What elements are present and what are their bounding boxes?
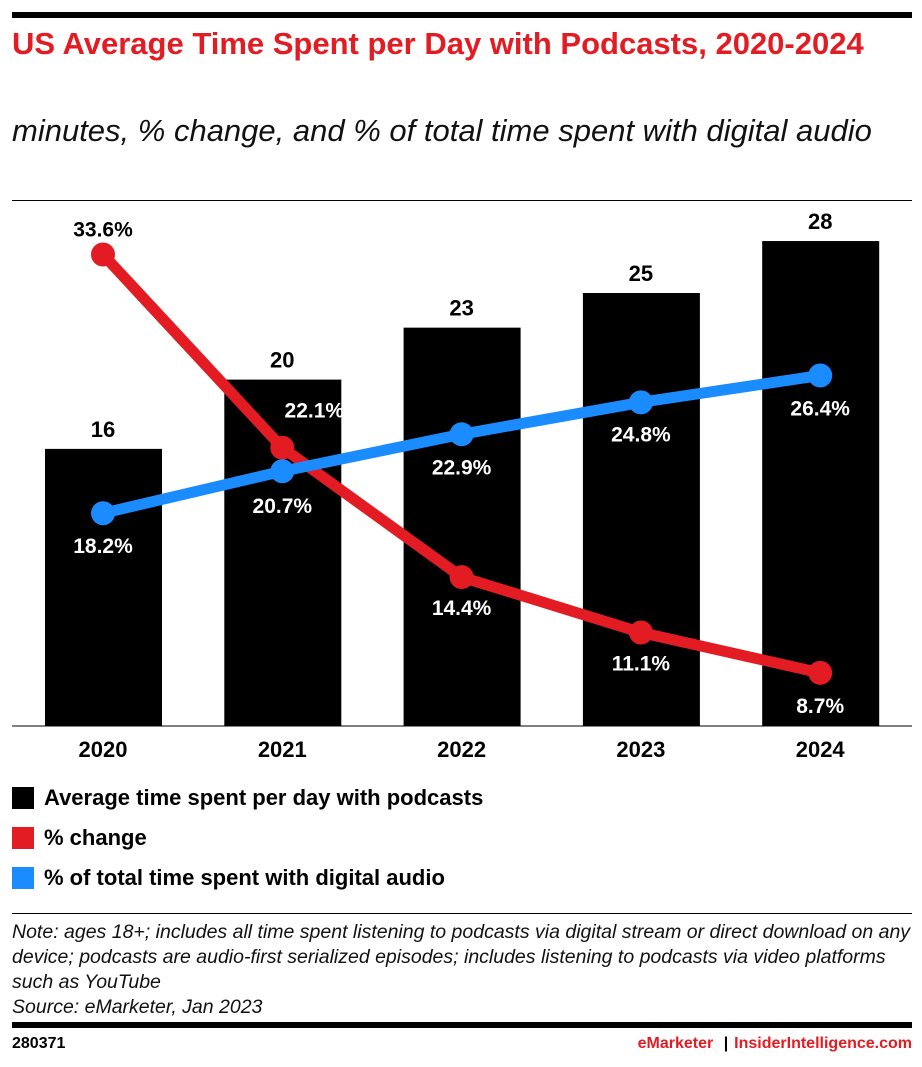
bottom-rule (12, 1022, 912, 1028)
legend-item-bars: Average time spent per day with podcasts (12, 785, 483, 811)
brand-insider: InsiderIntelligence.com (734, 1035, 912, 1052)
note-text: Note: ages 18+; includes all time spent … (12, 921, 911, 993)
x-tick-label: 2020 (79, 737, 128, 762)
data-point (270, 459, 295, 484)
data-point (628, 390, 653, 415)
legend-swatch (12, 827, 34, 849)
legend-label: % of total time spent with digital audio (44, 865, 445, 890)
bar-label: 23 (449, 296, 473, 321)
data-label: 14.4% (432, 597, 492, 620)
chart-id: 280371 (12, 1035, 66, 1052)
bar-label: 28 (808, 209, 832, 234)
data-label: 11.1% (612, 653, 671, 676)
bar (45, 448, 162, 726)
data-label: 33.6% (73, 219, 133, 242)
brand-emarketer: eMarketer (637, 1035, 714, 1052)
bar-label: 25 (629, 261, 653, 286)
x-tick-label: 2023 (616, 737, 665, 762)
data-point (628, 620, 653, 645)
data-label: 22.9% (432, 456, 492, 479)
data-point (449, 565, 474, 590)
legend-label: Average time spent per day with podcasts (44, 785, 484, 810)
legend-item-change: % change (12, 825, 147, 851)
legend-item-share: % of total time spent with digital audio (12, 865, 445, 891)
data-label: 22.1% (285, 400, 345, 423)
bar (762, 241, 880, 727)
data-point (808, 660, 833, 685)
x-tick-label: 2022 (437, 737, 486, 762)
legend-swatch (12, 787, 34, 809)
data-label: 8.7% (796, 695, 844, 718)
data-point (91, 242, 115, 267)
x-tick-label: 2024 (796, 737, 846, 762)
bar-label: 20 (270, 348, 294, 373)
note-rule (12, 913, 912, 914)
brand-sep: | (723, 1035, 729, 1052)
data-point (449, 422, 474, 447)
source-text: Source: eMarketer, Jan 2023 (12, 996, 263, 1018)
data-label: 26.4% (790, 397, 850, 420)
data-label: 20.7% (253, 495, 313, 518)
data-point (270, 435, 295, 460)
bar (403, 327, 521, 726)
data-point (91, 501, 115, 526)
x-tick-label: 2021 (258, 737, 307, 762)
bar (224, 379, 342, 726)
data-label: 18.2% (73, 535, 133, 558)
chart-title: US Average Time Spent per Day with Podca… (12, 26, 864, 61)
legend-label: % change (44, 825, 147, 850)
top-rule (12, 12, 912, 18)
legend-swatch (12, 867, 34, 889)
chart-subtitle: minutes, % change, and % of total time s… (12, 113, 872, 148)
bar-label: 16 (91, 417, 115, 442)
header-rule (12, 200, 912, 201)
data-point (808, 363, 833, 388)
brand: eMarketer | InsiderIntelligence.com (638, 1035, 912, 1053)
data-label: 24.8% (611, 423, 671, 446)
bar (582, 293, 700, 726)
notes: Note: ages 18+; includes all time spent … (12, 920, 912, 1020)
